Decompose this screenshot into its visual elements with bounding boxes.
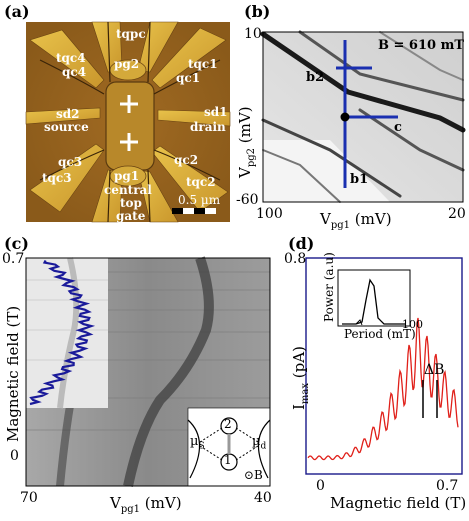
label-qc2: qc2	[174, 153, 199, 167]
panel-b-xlabel: Vpg1 (mV)	[320, 210, 392, 231]
panel-d-ytick-top: 0.8	[284, 251, 307, 267]
panel-b-cut-b2: b2	[306, 70, 325, 85]
label-qc4: qc4	[62, 65, 87, 79]
label-source: source	[44, 120, 89, 134]
panel-c-bsym: ⊙B	[244, 468, 263, 482]
label-pg1: pg1	[114, 169, 140, 183]
panel-b-xtick-right: 20	[448, 206, 466, 222]
label-sd1: sd1	[204, 105, 228, 119]
panel-b-ytick-bottom: -60	[236, 192, 259, 208]
panel-c-dot2: 2	[224, 417, 232, 431]
label-tqc2: tqc2	[186, 175, 216, 189]
panel-c-xtick-right: 40	[254, 490, 272, 506]
panel-d-inset-ylabel: Power (a.u)	[322, 252, 336, 322]
panel-c-ytick-top: 0.7	[2, 251, 25, 267]
panel-d-inset-xlabel: Period (mT)	[344, 327, 416, 341]
delta-b-markers	[422, 380, 438, 418]
panel-c-mud: µd	[252, 434, 267, 452]
label-tqpc: tqpc	[116, 27, 146, 41]
label-gate: gate	[116, 209, 146, 223]
panel-d-ylabel: Imax (pA)	[290, 346, 311, 410]
panel-b-letter: (b)	[244, 2, 271, 21]
label-drain: drain	[190, 120, 226, 134]
panel-c-ytick-zero: 0	[10, 448, 19, 464]
panel-b-cut-c: c	[394, 120, 402, 135]
panel-b-cut-b1: b1	[350, 172, 369, 187]
panel-c-dot1: 1	[224, 453, 232, 467]
panel-c-trace	[29, 259, 96, 406]
panel-d-trace	[307, 317, 459, 461]
panel-c-xlabel: Vpg1 (mV)	[110, 494, 182, 515]
panel-d-xtick-left: 0	[316, 478, 325, 494]
panel-c-xtick-left: 70	[20, 490, 38, 506]
panel-c-mus: µS	[190, 434, 205, 452]
label-top: top	[120, 196, 142, 210]
label-central: central	[104, 183, 152, 197]
panel-b-ytick-top: 10	[244, 26, 262, 42]
panel-a-letter: (a)	[4, 2, 30, 21]
panel-d-xlabel: Magnetic field (T)	[330, 494, 467, 512]
label-tqc3: tqc3	[42, 171, 72, 185]
panel-d-xtick-right: 0.7	[436, 478, 459, 494]
label-tqc1: tqc1	[188, 57, 218, 71]
label-qc3: qc3	[58, 155, 83, 169]
panel-d-letter: (d)	[288, 234, 315, 253]
panel-c-schematic	[187, 407, 271, 487]
panel-d-inset-trace	[342, 278, 406, 325]
label-pg2: pg2	[114, 57, 140, 71]
label-sd2: sd2	[56, 107, 80, 121]
label-qc1: qc1	[176, 71, 201, 85]
panel-d-delta-label: ΔB	[424, 362, 445, 378]
scale-bar-label: 0.5 µm	[178, 193, 221, 207]
panel-b-field-label: B = 610 mT	[378, 38, 465, 53]
panel-b-xtick-left: 100	[256, 206, 283, 222]
panel-c-letter: (c)	[4, 234, 29, 253]
label-tqc4: tqc4	[56, 51, 86, 65]
panel-d-inset-xtick: 100	[402, 318, 423, 331]
scale-bar	[172, 208, 216, 214]
